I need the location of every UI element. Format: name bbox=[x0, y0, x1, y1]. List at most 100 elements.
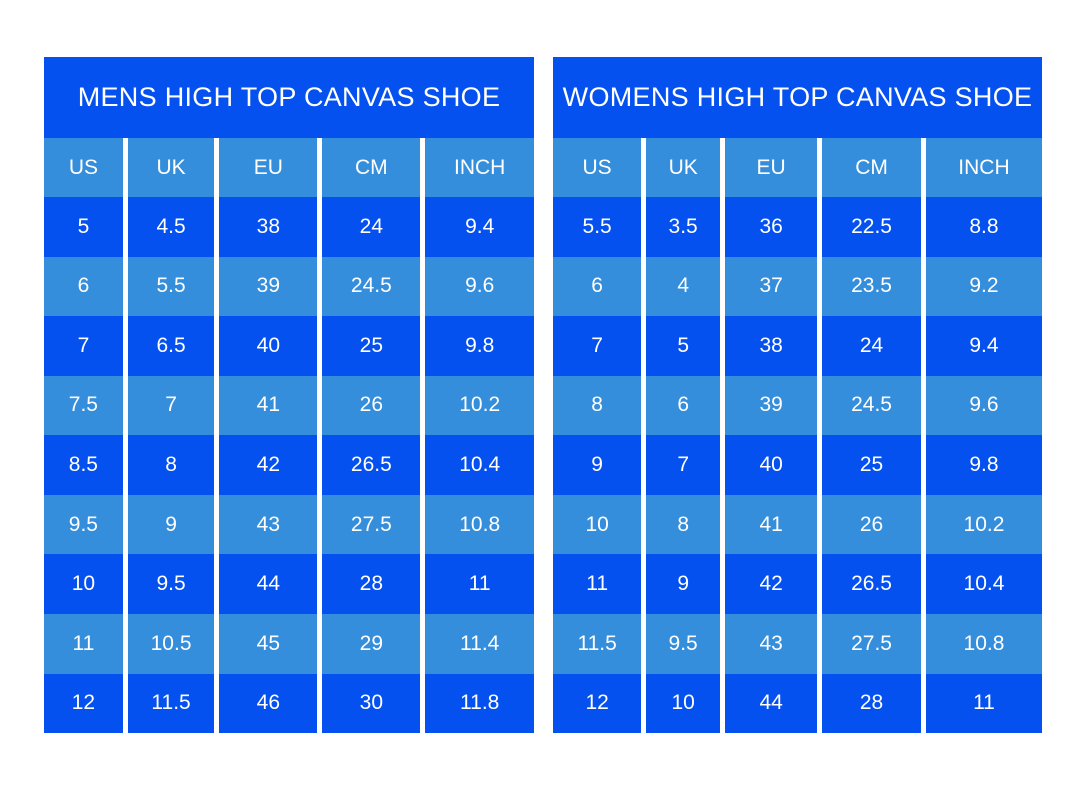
table-row: 11 9 42 26.5 10.4 bbox=[553, 554, 1042, 614]
column-header-eu: EU bbox=[219, 138, 318, 197]
table-row: 9 7 40 25 9.8 bbox=[553, 435, 1042, 495]
table-row: 12 10 44 28 11 bbox=[553, 673, 1042, 734]
header-row: US UK EU CM INCH bbox=[44, 138, 534, 197]
size-cell: 9 bbox=[127, 494, 215, 555]
size-cell: 11 bbox=[425, 554, 534, 614]
table-row: 6 4 37 23.5 9.2 bbox=[553, 256, 1042, 317]
size-cell: 23.5 bbox=[822, 256, 921, 317]
table-row: 9.5 9 43 27.5 10.8 bbox=[44, 494, 534, 555]
size-chart-womens: WOMENS HIGH TOP CANVAS SHOE US UK EU CM … bbox=[553, 57, 1042, 734]
size-cell: 11 bbox=[44, 613, 123, 674]
size-cell: 10 bbox=[44, 554, 123, 614]
size-cell: 7 bbox=[646, 435, 721, 495]
column-header-cm: CM bbox=[822, 138, 921, 197]
size-cell: 6.5 bbox=[127, 316, 215, 376]
size-cell: 11.8 bbox=[425, 673, 534, 734]
size-cell: 10.4 bbox=[925, 554, 1042, 614]
size-cell: 6 bbox=[44, 256, 123, 317]
size-cell: 8 bbox=[646, 494, 721, 555]
table-row: 11 10.5 45 29 11.4 bbox=[44, 613, 534, 674]
table-row: 7 6.5 40 25 9.8 bbox=[44, 316, 534, 376]
size-cell: 42 bbox=[219, 435, 318, 495]
chart-title-mens: MENS HIGH TOP CANVAS SHOE bbox=[44, 57, 534, 138]
table-row: 7.5 7 41 26 10.2 bbox=[44, 375, 534, 436]
table-row: 8.5 8 42 26.5 10.4 bbox=[44, 435, 534, 495]
size-cell: 24 bbox=[822, 316, 921, 376]
size-cell: 22.5 bbox=[822, 197, 921, 257]
size-cell: 9.4 bbox=[425, 197, 534, 257]
size-cell: 41 bbox=[725, 494, 818, 555]
size-cell: 10.8 bbox=[425, 494, 534, 555]
size-cell: 10 bbox=[646, 673, 721, 734]
column-header-inch: INCH bbox=[425, 138, 534, 197]
size-cell: 26 bbox=[822, 494, 921, 555]
size-cell: 26.5 bbox=[822, 554, 921, 614]
size-cell: 8 bbox=[127, 435, 215, 495]
size-cell: 9 bbox=[553, 435, 642, 495]
size-cell: 25 bbox=[322, 316, 421, 376]
size-cell: 4 bbox=[646, 256, 721, 317]
size-cell: 24 bbox=[322, 197, 421, 257]
size-cell: 36 bbox=[725, 197, 818, 257]
table-row: 10 8 41 26 10.2 bbox=[553, 494, 1042, 555]
size-cell: 9.5 bbox=[127, 554, 215, 614]
size-cell: 28 bbox=[822, 673, 921, 734]
size-cell: 26 bbox=[322, 375, 421, 436]
size-cell: 10.2 bbox=[925, 494, 1042, 555]
size-cell: 44 bbox=[219, 554, 318, 614]
column-header-us: US bbox=[44, 138, 123, 197]
size-cell: 44 bbox=[725, 673, 818, 734]
size-cell: 37 bbox=[725, 256, 818, 317]
size-cell: 11 bbox=[925, 673, 1042, 734]
size-cell: 8.8 bbox=[925, 197, 1042, 257]
size-cell: 29 bbox=[322, 613, 421, 674]
size-cell: 39 bbox=[725, 375, 818, 436]
size-cell: 9.4 bbox=[925, 316, 1042, 376]
column-header-inch: INCH bbox=[925, 138, 1042, 197]
column-header-uk: UK bbox=[646, 138, 721, 197]
table-row: 11.5 9.5 43 27.5 10.8 bbox=[553, 613, 1042, 674]
size-cell: 7 bbox=[44, 316, 123, 376]
table-row: 12 11.5 46 30 11.8 bbox=[44, 673, 534, 734]
size-cell: 11 bbox=[553, 554, 642, 614]
size-cell: 7 bbox=[127, 375, 215, 436]
size-cell: 8 bbox=[553, 375, 642, 436]
size-cell: 4.5 bbox=[127, 197, 215, 257]
size-cell: 40 bbox=[725, 435, 818, 495]
table-body: 5.5 3.5 36 22.5 8.8 6 4 37 23.5 9.2 7 5 … bbox=[553, 197, 1042, 734]
size-cell: 41 bbox=[219, 375, 318, 436]
size-cell: 9 bbox=[646, 554, 721, 614]
size-cell: 28 bbox=[322, 554, 421, 614]
size-cell: 38 bbox=[219, 197, 318, 257]
size-cell: 10 bbox=[553, 494, 642, 555]
size-cell: 9.8 bbox=[925, 435, 1042, 495]
size-cell: 38 bbox=[725, 316, 818, 376]
size-cell: 43 bbox=[725, 613, 818, 674]
table-row: 6 5.5 39 24.5 9.6 bbox=[44, 256, 534, 317]
size-cell: 27.5 bbox=[822, 613, 921, 674]
size-cell: 6 bbox=[553, 256, 642, 317]
size-cell: 43 bbox=[219, 494, 318, 555]
size-cell: 10.8 bbox=[925, 613, 1042, 674]
column-header-eu: EU bbox=[725, 138, 818, 197]
size-cell: 10.2 bbox=[425, 375, 534, 436]
size-cell: 5.5 bbox=[553, 197, 642, 257]
size-cell: 42 bbox=[725, 554, 818, 614]
size-cell: 12 bbox=[553, 673, 642, 734]
table-row: 5 4.5 38 24 9.4 bbox=[44, 197, 534, 257]
size-cell: 5 bbox=[646, 316, 721, 376]
size-cell: 25 bbox=[822, 435, 921, 495]
table-row: 7 5 38 24 9.4 bbox=[553, 316, 1042, 376]
column-header-uk: UK bbox=[127, 138, 215, 197]
size-cell: 9.6 bbox=[925, 375, 1042, 436]
size-cell: 9.5 bbox=[44, 494, 123, 555]
header-row: US UK EU CM INCH bbox=[553, 138, 1042, 197]
size-cell: 11.5 bbox=[127, 673, 215, 734]
size-cell: 10.5 bbox=[127, 613, 215, 674]
size-cell: 12 bbox=[44, 673, 123, 734]
size-cell: 26.5 bbox=[322, 435, 421, 495]
size-cell: 24.5 bbox=[322, 256, 421, 317]
size-cell: 11.4 bbox=[425, 613, 534, 674]
size-cell: 39 bbox=[219, 256, 318, 317]
